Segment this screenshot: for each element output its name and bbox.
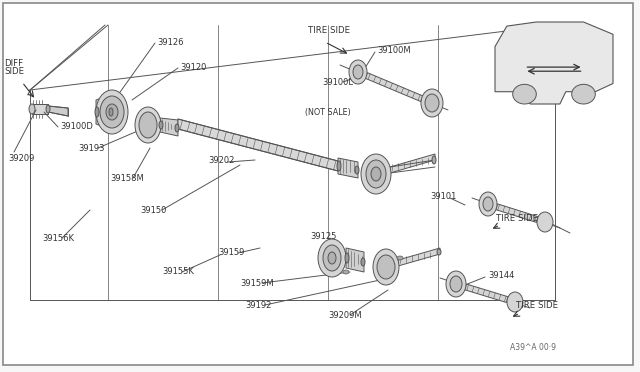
Ellipse shape (175, 124, 179, 132)
Text: 39159M: 39159M (240, 279, 274, 288)
Ellipse shape (361, 258, 365, 266)
Ellipse shape (323, 245, 341, 271)
Ellipse shape (483, 197, 493, 211)
Text: 39202: 39202 (208, 155, 234, 164)
Ellipse shape (29, 104, 35, 114)
Text: (NOT SALE): (NOT SALE) (305, 108, 351, 116)
Ellipse shape (397, 256, 403, 260)
Text: 39156K: 39156K (42, 234, 74, 243)
Ellipse shape (513, 84, 536, 104)
Text: A39^A 00·9: A39^A 00·9 (510, 343, 556, 353)
Polygon shape (346, 248, 364, 272)
Text: 39101: 39101 (430, 192, 456, 201)
Polygon shape (338, 158, 358, 178)
Ellipse shape (421, 89, 443, 117)
FancyBboxPatch shape (3, 3, 633, 365)
Ellipse shape (328, 252, 336, 264)
Polygon shape (160, 118, 178, 136)
Text: 39193: 39193 (78, 144, 104, 153)
Ellipse shape (361, 154, 391, 194)
Ellipse shape (106, 104, 118, 120)
Ellipse shape (432, 156, 436, 164)
Ellipse shape (507, 292, 523, 312)
Polygon shape (48, 106, 68, 116)
Ellipse shape (345, 253, 349, 263)
Ellipse shape (437, 249, 441, 255)
Ellipse shape (95, 107, 99, 117)
Ellipse shape (537, 212, 553, 232)
Text: DIFF: DIFF (4, 58, 23, 67)
Ellipse shape (109, 108, 113, 116)
Ellipse shape (139, 112, 157, 138)
Text: 39100M: 39100M (377, 45, 411, 55)
Text: 39100L: 39100L (322, 77, 353, 87)
Ellipse shape (135, 107, 161, 143)
Text: 39144: 39144 (488, 270, 515, 279)
Polygon shape (32, 104, 48, 114)
Ellipse shape (318, 239, 346, 277)
Text: 39100D: 39100D (60, 122, 93, 131)
Polygon shape (365, 73, 423, 102)
Text: 39155K: 39155K (162, 267, 194, 276)
Text: TIRE SIDE: TIRE SIDE (516, 301, 558, 310)
Polygon shape (495, 22, 613, 104)
Polygon shape (96, 94, 112, 130)
Ellipse shape (343, 270, 349, 274)
Text: 39158M: 39158M (110, 173, 144, 183)
Ellipse shape (100, 96, 124, 128)
Ellipse shape (479, 192, 497, 216)
Ellipse shape (572, 84, 595, 104)
Text: 39159: 39159 (218, 247, 244, 257)
Ellipse shape (353, 65, 363, 79)
Polygon shape (398, 248, 440, 266)
Polygon shape (495, 204, 538, 222)
Ellipse shape (349, 60, 367, 84)
Polygon shape (465, 284, 508, 302)
Polygon shape (390, 154, 435, 173)
Ellipse shape (366, 160, 386, 188)
Ellipse shape (337, 161, 341, 171)
Ellipse shape (377, 255, 395, 279)
Ellipse shape (446, 271, 466, 297)
Text: 39126: 39126 (157, 38, 184, 46)
Polygon shape (178, 119, 338, 171)
Text: 39125: 39125 (310, 231, 337, 241)
Ellipse shape (373, 249, 399, 285)
Ellipse shape (425, 94, 439, 112)
Ellipse shape (450, 276, 462, 292)
Text: SIDE: SIDE (4, 67, 24, 76)
Text: 39150: 39150 (140, 205, 166, 215)
Ellipse shape (159, 121, 163, 129)
Ellipse shape (371, 167, 381, 181)
Text: TIRE SIDE: TIRE SIDE (496, 214, 538, 222)
Text: 39120: 39120 (180, 62, 206, 71)
Ellipse shape (355, 166, 359, 174)
Ellipse shape (96, 90, 128, 134)
Text: TIRE SIDE: TIRE SIDE (308, 26, 350, 35)
Text: 39209: 39209 (8, 154, 35, 163)
Text: 39192: 39192 (245, 301, 271, 310)
Text: 39209M: 39209M (328, 311, 362, 320)
Ellipse shape (46, 105, 50, 113)
